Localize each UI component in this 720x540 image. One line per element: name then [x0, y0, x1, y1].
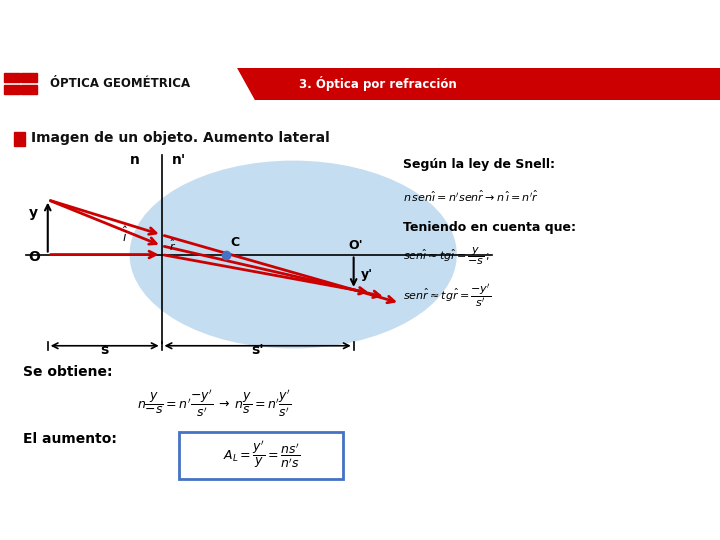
Polygon shape: [238, 68, 292, 100]
Text: 19 de 39: 19 de 39: [652, 511, 706, 521]
Bar: [14, 132, 25, 146]
Text: n': n': [172, 153, 186, 167]
Text: FÍSICA: FÍSICA: [9, 9, 65, 24]
Text: $\hat{i}$: $\hat{i}$: [122, 226, 128, 245]
Text: O: O: [29, 250, 40, 264]
Text: s: s: [101, 343, 109, 357]
Text: Según la ley de Snell:: Según la ley de Snell:: [403, 158, 555, 171]
Text: y': y': [361, 268, 373, 281]
Ellipse shape: [130, 160, 456, 348]
Polygon shape: [256, 68, 292, 100]
Text: $n\dfrac{y}{-s} = n'\dfrac{-y'}{s'} \;\rightarrow\; n\dfrac{y}{s} = n'\dfrac{y'}: $n\dfrac{y}{-s} = n'\dfrac{-y'}{s'} \;\r…: [137, 387, 291, 419]
Text: y: y: [29, 206, 37, 220]
Text: s': s': [251, 343, 264, 357]
Polygon shape: [98, 0, 115, 35]
Bar: [4, 85, 20, 94]
Text: 3. Óptica por refracción: 3. Óptica por refracción: [299, 76, 456, 91]
Text: Bloque 4: OPTICA GEOMÉTRICA: Bloque 4: OPTICA GEOMÉTRICA: [56, 44, 275, 58]
Text: $sen\hat{r} \approx tg\hat{r} = \dfrac{-y'}{s'}$: $sen\hat{r} \approx tg\hat{r} = \dfrac{-…: [403, 282, 492, 309]
Bar: [4, 73, 20, 82]
Polygon shape: [389, 35, 432, 68]
Text: O': O': [348, 239, 364, 252]
FancyBboxPatch shape: [179, 432, 343, 479]
Text: $A_L = \dfrac{y'}{y} = \dfrac{ns'}{n's}$: $A_L = \dfrac{y'}{y} = \dfrac{ns'}{n's}$: [222, 438, 300, 470]
Text: $\hat{r}$: $\hat{r}$: [168, 237, 176, 253]
Text: Imagen de un objeto. Aumento lateral: Imagen de un objeto. Aumento lateral: [32, 131, 330, 145]
Text: Teniendo en cuenta que:: Teniendo en cuenta que:: [403, 221, 577, 234]
Text: Se obtiene:: Se obtiene:: [23, 365, 112, 379]
Bar: [288, 68, 720, 100]
Text: El aumento:: El aumento:: [23, 431, 117, 446]
Text: $n\,sen\hat{\imath} = n'sen\hat{r} \rightarrow n\,\hat{\imath} = n'\hat{r}$: $n\,sen\hat{\imath} = n'sen\hat{r} \righ…: [403, 188, 539, 204]
Text: Rafael Artacho Cañadas: Rafael Artacho Cañadas: [14, 511, 164, 521]
Text: C: C: [230, 235, 240, 248]
Text: $sen\hat{\imath} \approx tg\hat{\imath} = \dfrac{y}{-s}\,;$: $sen\hat{\imath} \approx tg\hat{\imath} …: [403, 246, 491, 267]
Text: ÓPTICA GEOMÉTRICA: ÓPTICA GEOMÉTRICA: [50, 77, 191, 90]
Text: n: n: [130, 153, 140, 167]
Bar: [21, 73, 37, 82]
Text: 2º: 2º: [13, 45, 29, 58]
Bar: [21, 85, 37, 94]
